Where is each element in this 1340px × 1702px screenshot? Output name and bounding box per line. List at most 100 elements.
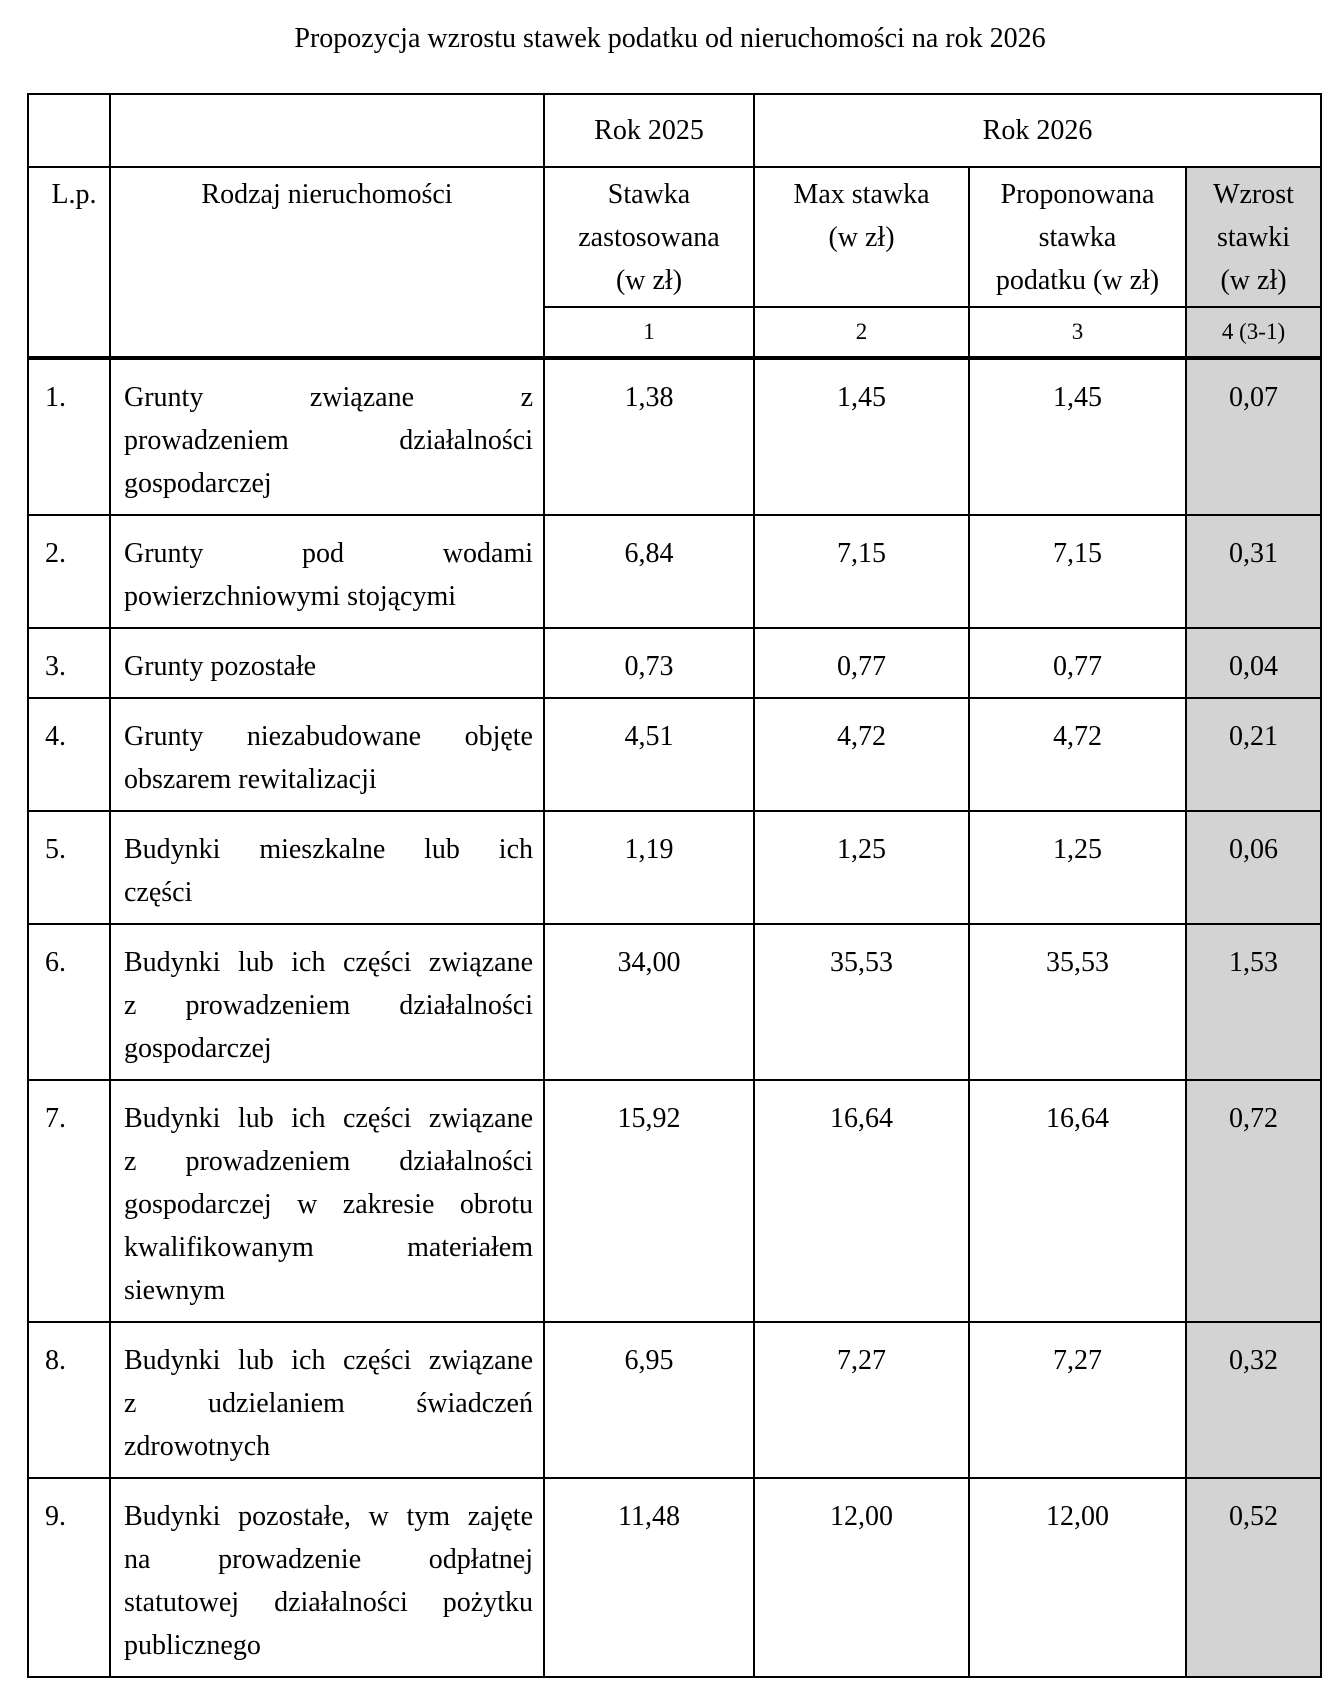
- property-type-line: Budynki mieszkalne lub ich: [124, 834, 533, 865]
- rate-increase-cell: 0,04: [1184, 627, 1323, 699]
- property-type-column-header: Rodzaj nieruchomości: [109, 166, 545, 360]
- applied-rate-cell: 15,92: [543, 1079, 755, 1323]
- header-line: (w zł): [1220, 265, 1287, 296]
- property-type-line: kwalifikowanym materiałem: [124, 1232, 533, 1263]
- table-row: 7. Budynki lub ich części związane z prowa…: [27, 1079, 1323, 1323]
- applied-rate-cell: 34,00: [543, 923, 755, 1081]
- table-row: 3. Grunty pozostałe 0,73 0,77 0,77 0,04: [27, 627, 1323, 699]
- tax-rates-table: Rok 2025 Rok 2026 L.p. Rodzaj nieruchomo…: [27, 93, 1323, 1678]
- empty-header-cell: [109, 93, 545, 168]
- row-number-cell: 7.: [27, 1079, 111, 1323]
- property-type-cell: Budynki lub ich części związane z udziela…: [109, 1321, 545, 1479]
- property-type-line: gospodarczej: [124, 1033, 272, 1064]
- max-rate-cell: 1,25: [753, 810, 970, 925]
- table-row: 1. Grunty związane z prowadzeniem działaln…: [27, 357, 1323, 516]
- rate-increase-cell: 0,72: [1184, 1079, 1323, 1323]
- max-rate-cell: 4,72: [753, 697, 970, 812]
- header-line: zastosowana: [578, 222, 720, 253]
- property-type-cell: Budynki lub ich części związane z prowadz…: [109, 1079, 545, 1323]
- property-type-cell: Budynki mieszkalne lub ich części: [109, 810, 545, 925]
- header-line: stawka: [1038, 222, 1117, 253]
- max-rate-cell: 12,00: [753, 1477, 970, 1678]
- rate-increase-cell: 0,21: [1184, 697, 1323, 812]
- property-type-line: Budynki pozostałe, w tym zajęte: [124, 1501, 533, 1532]
- property-type-line: Budynki lub ich części związane: [124, 947, 533, 978]
- rate-increase-cell: 0,07: [1184, 357, 1323, 516]
- rate-increase-cell: 0,06: [1184, 810, 1323, 925]
- proposed-rate-cell: 16,64: [968, 1079, 1187, 1323]
- property-type-line: z prowadzeniem działalności: [124, 990, 533, 1021]
- applied-rate-cell: 1,38: [543, 357, 755, 516]
- property-type-cell: Grunty niezabudowane objęte obszarem rewi…: [109, 697, 545, 812]
- rate-increase-cell: 0,32: [1184, 1321, 1323, 1479]
- header-line: stawki: [1216, 222, 1291, 253]
- property-type-cell: Grunty pod wodami powierzchniowymi stojąc…: [109, 514, 545, 629]
- property-type-cell: Grunty pozostałe: [109, 627, 545, 699]
- column-number-2: 2: [753, 306, 970, 360]
- rate-increase-cell: 1,53: [1184, 923, 1323, 1081]
- empty-header-cell: [27, 93, 111, 168]
- row-number-cell: 4.: [27, 697, 111, 812]
- rate-increase-column-header: Wzrost stawki (w zł): [1184, 166, 1323, 308]
- proposed-rate-cell: 1,45: [968, 357, 1187, 516]
- column-numbering-row: 1 2 3 4 (3-1): [28, 306, 1323, 360]
- property-type-line: powierzchniowymi stojącymi: [124, 581, 457, 612]
- applied-rate-cell: 1,19: [543, 810, 755, 925]
- table-row: 2. Grunty pod wodami powierzchniowymi stoj…: [27, 514, 1323, 629]
- applied-rate-column-header: Stawka zastosowana (w zł): [543, 166, 755, 308]
- proposed-rate-cell: 1,25: [968, 810, 1187, 925]
- property-type-line: siewnym: [124, 1275, 226, 1306]
- property-type-cell: Budynki lub ich części związane z prowadz…: [109, 923, 545, 1081]
- max-rate-cell: 7,15: [753, 514, 970, 629]
- property-type-line: na prowadzenie odpłatnej: [124, 1544, 533, 1575]
- property-type-line: Grunty niezabudowane objęte: [124, 721, 533, 752]
- property-type-line: Budynki lub ich części związane: [124, 1345, 533, 1376]
- header-line: Proponowana: [1000, 179, 1155, 210]
- proposed-rate-cell: 7,27: [968, 1321, 1187, 1479]
- proposed-rate-cell: 4,72: [968, 697, 1187, 812]
- applied-rate-cell: 4,51: [543, 697, 755, 812]
- property-type-line: obszarem rewitalizacji: [124, 764, 377, 795]
- property-type-cell: Grunty związane z prowadzeniem działalnoś…: [109, 357, 545, 516]
- column-number-3: 3: [968, 306, 1187, 360]
- proposed-rate-cell: 7,15: [968, 514, 1187, 629]
- column-number-1: 1: [543, 306, 755, 360]
- header-line: Wzrost: [1213, 179, 1294, 210]
- property-type-line: zdrowotnych: [124, 1431, 271, 1462]
- property-type-line: gospodarczej w zakresie obrotu: [124, 1189, 533, 1220]
- row-number-cell: 3.: [27, 627, 111, 699]
- table-row: 9. Budynki pozostałe, w tym zajęte na prow…: [27, 1477, 1323, 1678]
- property-type-line: Grunty związane z: [124, 382, 533, 413]
- proposed-rate-column-header: Proponowana stawka podatku (w zł): [968, 166, 1187, 308]
- column-number-4: 4 (3-1): [1184, 306, 1323, 360]
- column-header-row: L.p. Rodzaj nieruchomości Stawka zastosow…: [27, 166, 1323, 360]
- table-row: 8. Budynki lub ich części związane z udzie…: [27, 1321, 1323, 1479]
- property-type-line: publicznego: [124, 1630, 261, 1661]
- header-line: podatku (w zł): [995, 265, 1160, 296]
- max-rate-cell: 35,53: [753, 923, 970, 1081]
- table-row: 6. Budynki lub ich części związane z prowa…: [27, 923, 1323, 1081]
- table-row: 5. Budynki mieszkalne lub ich części 1,19 1,…: [27, 810, 1323, 925]
- property-type-line: części: [124, 877, 193, 908]
- year-header-row: Rok 2025 Rok 2026: [27, 93, 1323, 168]
- property-type-line: statutowej działalności pożytku: [124, 1587, 533, 1618]
- proposed-rate-cell: 0,77: [968, 627, 1187, 699]
- year-2025-header: Rok 2025: [543, 93, 755, 168]
- header-line: Max stawka: [793, 179, 930, 210]
- max-rate-cell: 0,77: [753, 627, 970, 699]
- row-number-cell: 9.: [27, 1477, 111, 1678]
- header-line: (w zł): [615, 265, 683, 296]
- property-type-line: Budynki lub ich części związane: [124, 1103, 533, 1134]
- max-rate-column-header: Max stawka (w zł): [753, 166, 970, 308]
- property-type-cell: Budynki pozostałe, w tym zajęte na prowad…: [109, 1477, 545, 1678]
- page-title: Propozycja wzrostu stawek podatku od nie…: [294, 23, 1046, 54]
- row-number-cell: 8.: [27, 1321, 111, 1479]
- property-type-line: gospodarczej: [124, 468, 272, 499]
- year-2026-header: Rok 2026: [752, 93, 1323, 168]
- property-type-line: prowadzeniem działalności: [124, 425, 533, 456]
- max-rate-cell: 7,27: [753, 1321, 970, 1479]
- lp-column-header: L.p.: [27, 166, 111, 360]
- property-type-line: z prowadzeniem działalności: [124, 1146, 533, 1177]
- table-row: 4. Grunty niezabudowane objęte obszarem re…: [27, 697, 1323, 812]
- row-number-cell: 2.: [27, 514, 111, 629]
